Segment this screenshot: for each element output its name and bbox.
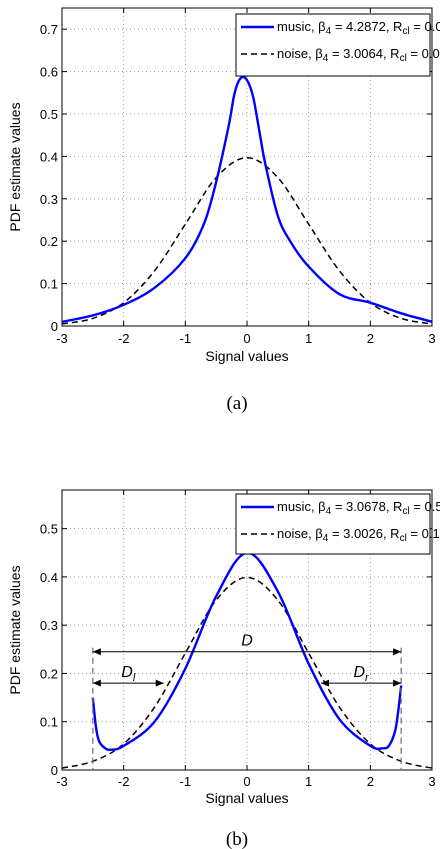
y-tick-label: 0.2 bbox=[40, 234, 58, 249]
x-tick-label: -2 bbox=[118, 774, 130, 789]
y-axis-label: PDF estimate values bbox=[7, 102, 23, 231]
legend-box bbox=[235, 493, 431, 555]
x-tick-label: -1 bbox=[180, 331, 192, 346]
D-arrowhead-right bbox=[393, 648, 402, 656]
legend-entry-noise: noise, β4 = 3.0026, Rcl = 0.1 bbox=[277, 526, 440, 544]
x-axis-label: Signal values bbox=[205, 790, 288, 806]
y-tick-label: 0.5 bbox=[40, 522, 58, 537]
y-tick-label: 0 bbox=[51, 763, 58, 778]
Dr-label-subscript: r bbox=[365, 672, 370, 684]
x-tick-label: 0 bbox=[243, 774, 250, 789]
y-tick-label: 0.6 bbox=[40, 65, 58, 80]
y-tick-label: 0.5 bbox=[40, 107, 58, 122]
x-tick-label: 3 bbox=[428, 774, 435, 789]
Dl-arrowhead-left bbox=[92, 679, 101, 687]
y-tick-label: 0 bbox=[51, 319, 58, 334]
legend-entry-music: music, β4 = 3.0678, Rcl = 0.52 bbox=[277, 499, 440, 517]
panel-a: -3 -2 -1 0 1 2 3 0 0.1 0.2 0.3 0.4 0.5 0.6 0.7 Signal v… bbox=[7, 7, 440, 414]
x-tick-label: -1 bbox=[180, 774, 192, 789]
panel-label: (a) bbox=[226, 393, 247, 414]
legend-box bbox=[235, 13, 431, 77]
Dr-arrowhead-left bbox=[321, 679, 329, 687]
legend: music, β4 = 4.2872, Rcl = 0.02 noise, β4 … bbox=[235, 13, 440, 77]
legend-entry-music: music, β4 = 4.2872, Rcl = 0.02 bbox=[277, 19, 440, 37]
x-axis-label: Signal values bbox=[205, 348, 288, 364]
Dl-label-subscript: l bbox=[133, 672, 136, 684]
D-label: D bbox=[241, 633, 253, 650]
Dr-arrowhead-right bbox=[393, 679, 402, 687]
y-tick-label: 0.1 bbox=[40, 715, 58, 730]
x-tick-label: 3 bbox=[428, 331, 435, 346]
x-tick-label: 2 bbox=[367, 774, 374, 789]
x-tick-label: 2 bbox=[367, 331, 374, 346]
legend: music, β4 = 3.0678, Rcl = 0.52 noise, β4 … bbox=[235, 493, 440, 555]
y-tick-label: 0.3 bbox=[40, 192, 58, 207]
y-tick-label: 0.4 bbox=[40, 570, 58, 585]
x-tick-label: -2 bbox=[118, 331, 130, 346]
x-tick-label: -3 bbox=[56, 774, 68, 789]
y-tick-label: 0.2 bbox=[40, 666, 58, 681]
legend-entry-noise: noise, β4 = 3.0064, Rcl = 0.06 bbox=[277, 46, 440, 64]
Dl-label: Dl bbox=[121, 664, 136, 684]
x-tick-label: 1 bbox=[305, 331, 312, 346]
y-tick-label: 0.1 bbox=[40, 277, 58, 292]
D-arrowhead-left bbox=[92, 648, 101, 656]
y-tick-label: 0.3 bbox=[40, 618, 58, 633]
Dl-arrowhead-right bbox=[155, 679, 164, 687]
series-line-music bbox=[61, 75, 433, 323]
y-tick-label: 0.7 bbox=[40, 22, 58, 37]
y-tick-label: 0.4 bbox=[40, 149, 58, 164]
panel-b: -3 -2 -1 0 1 2 3 0 0.1 0.2 0.3 0.4 0.5 Signal values P… bbox=[7, 489, 440, 849]
panel-label: (b) bbox=[226, 829, 248, 849]
x-tick-label: 1 bbox=[305, 774, 312, 789]
y-axis-label: PDF estimate values bbox=[7, 565, 23, 694]
x-tick-label: -3 bbox=[56, 331, 68, 346]
x-tick-label: 0 bbox=[243, 331, 250, 346]
